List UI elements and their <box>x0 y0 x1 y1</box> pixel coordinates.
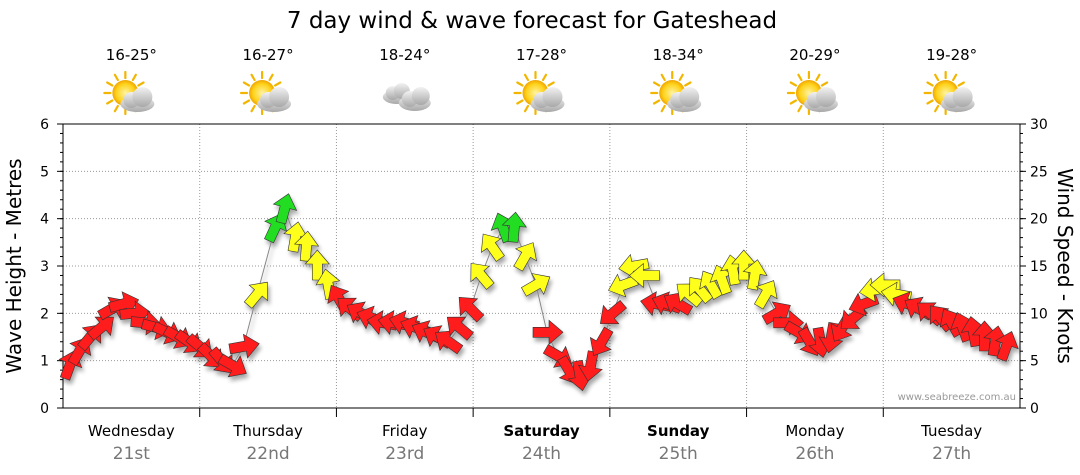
right-tick-label: 10 <box>1030 306 1048 322</box>
right-tick-label: 15 <box>1030 259 1048 275</box>
wind-arrow <box>869 272 901 298</box>
right-tick-label: 30 <box>1030 117 1048 133</box>
left-tick-label: 5 <box>40 164 49 180</box>
day-temperature: 19-28° <box>926 46 977 64</box>
sun-cloud-icon <box>239 70 292 116</box>
wind-arrow <box>458 296 485 323</box>
left-tick-label: 0 <box>40 401 49 417</box>
wind-arrow <box>446 316 474 341</box>
day-temperature: 16-27° <box>243 46 294 64</box>
day-date: 21st <box>113 444 150 464</box>
left-tick-label: 1 <box>40 354 49 370</box>
wind-arrow <box>994 331 1019 362</box>
day-temperature: 18-24° <box>379 46 430 64</box>
wind-arrow <box>480 233 505 262</box>
left-tick-label: 6 <box>40 117 49 133</box>
left-tick-label: 2 <box>40 306 49 322</box>
wind-arrow <box>589 326 614 356</box>
day-name: Thursday <box>232 422 303 440</box>
left-tick-label: 3 <box>40 259 49 275</box>
right-tick-label: 25 <box>1030 164 1048 180</box>
right-tick-label: 5 <box>1030 354 1039 370</box>
wind-arrow <box>272 193 298 225</box>
sun-cloud-icon <box>786 70 838 116</box>
sun-cloud-icon <box>513 70 565 116</box>
wind-arrow <box>513 242 537 272</box>
day-date: 25th <box>659 444 698 464</box>
day-date: 27th <box>932 444 971 464</box>
sun-cloud-icon <box>923 70 975 116</box>
watermark: www.seabreeze.com.au <box>898 392 1016 403</box>
right-tick-label: 20 <box>1030 212 1048 228</box>
right-tick-label: 0 <box>1030 401 1039 417</box>
wind-arrow <box>532 319 564 345</box>
wind-arrow <box>470 262 495 290</box>
day-name: Saturday <box>503 422 580 440</box>
left-tick-label: 4 <box>40 212 49 228</box>
day-temperature: 17-28° <box>516 46 567 64</box>
day-temperature: 18-34° <box>653 46 704 64</box>
wind-arrow <box>520 273 551 297</box>
wind-arrow <box>228 333 260 359</box>
day-date: 22nd <box>246 444 289 464</box>
day-name: Tuesday <box>920 422 982 440</box>
wind-arrow <box>217 353 247 378</box>
right-axis-label: Wind Speed - Knots <box>1053 168 1077 364</box>
day-temperature: 16-25° <box>106 46 157 64</box>
wind-arrow <box>86 316 114 341</box>
wind-arrow <box>501 211 527 243</box>
wind-arrow <box>293 230 320 262</box>
day-temperature: 20-29° <box>789 46 840 64</box>
wind-arrow <box>599 300 627 325</box>
wind-arrow <box>304 249 330 281</box>
left-axis-label: Wave Height - Metres <box>2 158 26 373</box>
day-name: Monday <box>785 422 844 440</box>
wind-arrow <box>753 280 778 310</box>
wind-arrow <box>742 259 768 291</box>
day-date: 23rd <box>385 444 424 464</box>
day-date: 26th <box>795 444 834 464</box>
day-name: Wednesday <box>88 422 175 440</box>
sun-cloud-icon <box>650 70 702 116</box>
day-name: Sunday <box>647 422 710 440</box>
day-name: Friday <box>382 422 428 440</box>
chart-title: 7 day wind & wave forecast for Gateshead <box>287 8 777 34</box>
cloud-icon <box>382 83 431 111</box>
wind-arrow <box>628 262 660 289</box>
wind-arrow <box>243 281 268 309</box>
day-date: 24th <box>522 444 561 464</box>
sun-cloud-icon <box>103 70 155 116</box>
